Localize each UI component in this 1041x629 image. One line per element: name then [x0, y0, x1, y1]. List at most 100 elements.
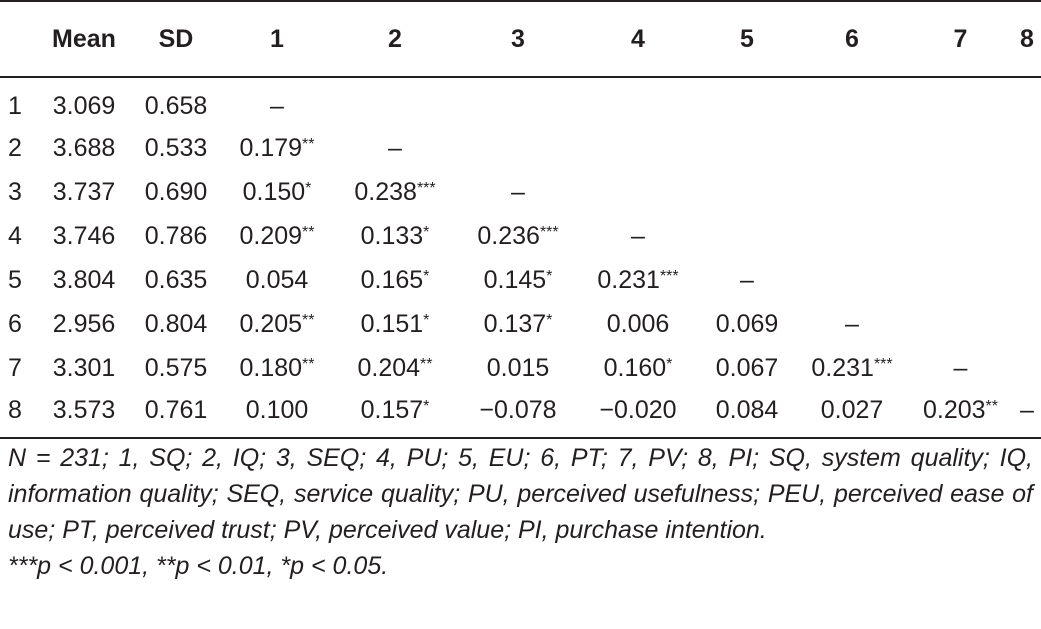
table-cell [698, 214, 796, 258]
table-cell: 0.145* [483, 265, 553, 294]
table-row: 2 3.688 0.533 0.179** – [0, 126, 1041, 170]
header-cell-3: 3 [511, 24, 525, 53]
table-cell [1013, 126, 1041, 170]
table-cell: 0.203** [922, 396, 998, 424]
table-cell: 0.015 [486, 353, 550, 382]
table-cell: 0.238*** [354, 177, 436, 206]
table-cell: 0.151* [360, 309, 430, 338]
table-cell: 0.137* [483, 309, 553, 338]
table-cell [1013, 258, 1041, 302]
table-cell [458, 77, 578, 126]
header-cell-2: 2 [388, 24, 402, 53]
table-cell: 0.231*** [597, 265, 679, 294]
table-cell: 3.804 [52, 265, 116, 294]
header-cell-4: 4 [631, 24, 645, 53]
header-cell-7: 7 [953, 24, 968, 53]
table-cell: 3.746 [52, 221, 116, 250]
row-label: 6 [8, 309, 22, 338]
table-cell [796, 258, 908, 302]
table-cell [796, 126, 908, 170]
table-cell [578, 77, 698, 126]
table-cell [698, 170, 796, 214]
table-cell: 0.006 [606, 309, 670, 338]
table-cell [908, 77, 1013, 126]
row-label: 8 [8, 396, 22, 424]
table-cell [908, 126, 1013, 170]
significance-note: ***p < 0.001, **p < 0.01, *p < 0.05. [8, 552, 389, 580]
row-label: 2 [8, 133, 22, 162]
table-cell: 0.084 [715, 396, 779, 424]
table-cell [908, 170, 1013, 214]
table-cell [458, 126, 578, 170]
table-cell: – [953, 353, 968, 382]
table-cell: 0.804 [144, 309, 208, 338]
table-cell: 0.165* [360, 265, 430, 294]
table-row: 3 3.737 0.690 0.150* 0.238*** – [0, 170, 1041, 214]
table-cell: 0.157* [360, 396, 430, 424]
table-cell: 0.533 [144, 133, 208, 162]
header-cell-6: 6 [845, 24, 859, 53]
table-cell: 0.209** [239, 221, 315, 250]
table-cell: 0.180** [239, 353, 315, 382]
table-cell: 0.179** [239, 133, 315, 162]
table-cell: 0.054 [245, 265, 309, 294]
table-cell: – [845, 309, 859, 338]
table-cell: – [511, 177, 525, 206]
table-cell: 3.301 [52, 353, 116, 382]
table-cell: 3.737 [52, 177, 116, 206]
table-cell [578, 126, 698, 170]
table-cell [1013, 214, 1041, 258]
table-cell [1013, 77, 1041, 126]
table-cell: 0.236*** [477, 221, 559, 250]
table-header: Mean SD 1 2 3 4 5 6 7 8 [0, 1, 1041, 77]
table-cell [796, 214, 908, 258]
table-cell: – [1020, 396, 1034, 424]
table-cell [698, 126, 796, 170]
header-cell-8: 8 [1020, 24, 1034, 53]
table-cell: 0.204** [357, 353, 433, 382]
table-cell: 0.658 [144, 91, 208, 120]
table-cell: 0.205** [239, 309, 315, 338]
row-label: 1 [8, 91, 22, 120]
header-cell-blank [0, 1, 38, 77]
table-cell: – [740, 265, 754, 294]
table-cell: 0.100 [245, 396, 309, 424]
table-cell [1013, 346, 1041, 390]
table-cell: 0.069 [715, 309, 779, 338]
table-cell [908, 302, 1013, 346]
table-cell: 3.069 [52, 91, 116, 120]
table-cell: 0.160* [603, 353, 673, 382]
table-cell: 3.688 [52, 133, 116, 162]
row-label: 7 [8, 353, 22, 382]
table-row: 4 3.746 0.786 0.209** 0.133* 0.236*** – [0, 214, 1041, 258]
table-cell: 0.027 [820, 396, 884, 424]
table-cell: – [270, 91, 284, 120]
table-cell: 0.067 [715, 353, 779, 382]
row-label: 3 [8, 177, 22, 206]
table-cell [332, 77, 458, 126]
table-cell: −0.020 [599, 396, 677, 424]
table-cell: 0.150* [242, 177, 312, 206]
row-label: 4 [8, 221, 22, 250]
table-cell [908, 258, 1013, 302]
table-cell [578, 170, 698, 214]
table-cell: 0.761 [144, 396, 208, 424]
table-cell [1013, 302, 1041, 346]
table-cell: −0.078 [479, 396, 557, 424]
table-cell: 0.133* [360, 221, 430, 250]
table-cell: – [631, 221, 645, 250]
abbreviation-note: N = 231; 1, SQ; 2, IQ; 3, SEQ; 4, PU; 5,… [8, 444, 1033, 544]
table-cell: 0.690 [144, 177, 208, 206]
table-body: 1 3.069 0.658 – 2 3.688 0.533 0.179** – 3 3.737 0.6… [0, 77, 1041, 438]
table-row: 7 3.301 0.575 0.180** 0.204** 0.015 0.160* 0.06… [0, 346, 1041, 390]
table-footnotes: N = 231; 1, SQ; 2, IQ; 3, SEQ; 4, PU; 5,… [8, 440, 1033, 584]
table-row: 6 2.956 0.804 0.205** 0.151* 0.137* 0.006 0.069… [0, 302, 1041, 346]
header-cell-5: 5 [740, 24, 754, 53]
row-label: 5 [8, 265, 22, 294]
header-cell-1: 1 [270, 24, 284, 53]
table-cell [796, 170, 908, 214]
table-cell [1013, 170, 1041, 214]
table-cell: 0.231*** [811, 353, 893, 382]
table-cell: 0.575 [144, 353, 208, 382]
